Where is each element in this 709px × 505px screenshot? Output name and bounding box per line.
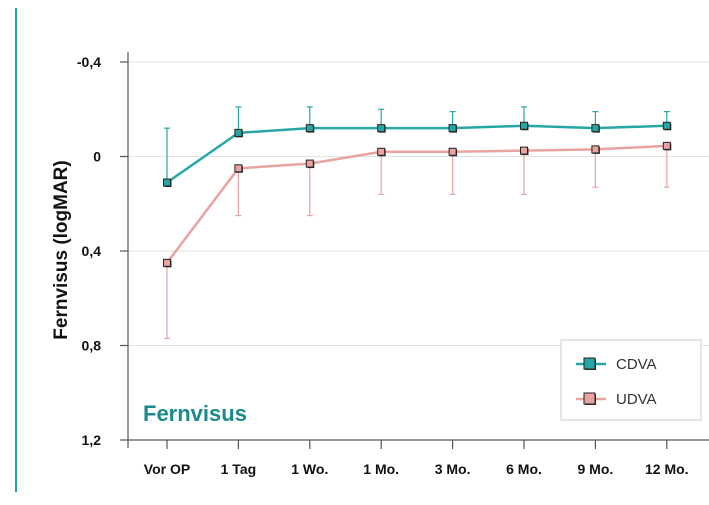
data-point xyxy=(520,146,528,155)
x-tick-label: 6 Mo. xyxy=(506,461,542,477)
x-tick-label: 9 Mo. xyxy=(578,461,614,477)
data-point xyxy=(377,147,386,156)
legend-label: UDVA xyxy=(616,391,657,408)
data-point xyxy=(662,141,671,150)
x-tick-label: 1 Mo. xyxy=(363,461,399,477)
legend: CDVA UDVA xyxy=(560,339,702,421)
series-line xyxy=(166,144,667,264)
y-tick-label: 0,4 xyxy=(82,243,102,259)
legend-swatch-marker xyxy=(583,392,596,405)
data-point xyxy=(163,258,171,267)
data-point xyxy=(377,124,386,133)
y-tick-label: -0,4 xyxy=(77,54,101,70)
legend-swatch-marker xyxy=(583,357,596,370)
x-tick-label: 12 Mo. xyxy=(645,461,689,477)
data-point xyxy=(448,124,457,133)
series-line xyxy=(166,124,667,184)
data-point xyxy=(305,124,314,133)
x-tick-label: 1 Tag xyxy=(221,461,257,477)
data-point xyxy=(234,128,243,137)
y-tick-label: 0 xyxy=(93,149,101,165)
legend-box xyxy=(560,339,702,421)
data-point xyxy=(520,121,528,130)
x-tick-label: Vor OP xyxy=(144,461,190,477)
data-point xyxy=(662,121,671,130)
series-cdva xyxy=(163,106,672,187)
x-tick-label: 1 Wo. xyxy=(291,461,328,477)
data-point xyxy=(305,159,314,168)
data-point xyxy=(591,145,600,154)
y-tick-label: 1,2 xyxy=(82,432,102,448)
x-tick-label: 3 Mo. xyxy=(435,461,471,477)
chart-title: Fernvisus xyxy=(143,401,247,426)
y-axis-label: Fernvisus (logMAR) xyxy=(51,160,72,339)
data-point xyxy=(234,164,243,173)
y-tick-label: 0,8 xyxy=(82,338,102,354)
series-udva xyxy=(163,141,672,340)
legend-label: CDVA xyxy=(616,356,657,373)
data-point xyxy=(163,178,171,187)
data-point xyxy=(448,147,457,156)
data-point xyxy=(591,124,600,133)
